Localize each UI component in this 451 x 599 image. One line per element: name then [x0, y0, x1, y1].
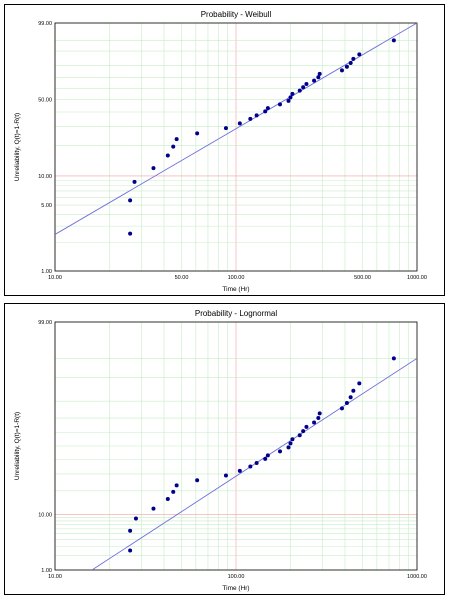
- y-tick-label: 50.00: [38, 98, 52, 104]
- lognormal-chart: Probability - Lognormal 10.00 100.00 1000.0…: [14, 309, 427, 592]
- data-point: [151, 506, 156, 511]
- x-tick-label: 500.00: [354, 275, 371, 281]
- y-axis-label: Unreliability, Q(t)=1-R(t): [14, 412, 21, 480]
- data-point: [312, 78, 317, 83]
- data-point: [301, 429, 306, 434]
- chart-title: Probability - Lognormal: [195, 309, 277, 318]
- data-point: [317, 411, 322, 416]
- data-point: [357, 52, 362, 57]
- x-tick-label: 10.00: [48, 574, 62, 580]
- grid: [54, 22, 417, 272]
- data-point: [286, 98, 291, 103]
- x-tick-label: 50.00: [175, 275, 189, 281]
- data-point: [248, 116, 253, 121]
- data-point: [316, 75, 321, 80]
- data-point: [297, 433, 302, 438]
- data-point: [301, 85, 306, 90]
- data-point: [304, 81, 309, 86]
- data-point: [391, 356, 396, 361]
- data-point: [195, 131, 200, 136]
- data-point: [312, 420, 317, 425]
- data-point: [348, 395, 353, 400]
- fit-line: [55, 23, 417, 235]
- data-point: [174, 137, 179, 142]
- data-point: [171, 489, 176, 494]
- data-point: [348, 60, 353, 65]
- data-point: [351, 388, 356, 393]
- data-point: [277, 102, 282, 107]
- y-tick-label: 10.00: [38, 512, 52, 518]
- y-tick-label: 10.00: [38, 174, 52, 180]
- data-point: [237, 468, 242, 473]
- data-point: [254, 113, 259, 118]
- x-tick-label: 10.00: [48, 275, 62, 281]
- x-tick-label: 100.00: [228, 574, 245, 580]
- y-axis-label: Unreliability, Q(t)=1-R(t): [14, 113, 21, 181]
- data-point: [391, 38, 396, 43]
- x-tick-label: 1000.00: [407, 275, 427, 281]
- y-tick-label: 1.00: [41, 568, 52, 574]
- plot-border: [54, 22, 418, 272]
- y-tick-label: 99.00: [38, 21, 52, 27]
- data-point: [288, 95, 293, 100]
- weibull-chart: Probability - Weibull 10.00 50.00 100.00 500…: [14, 10, 427, 293]
- data-point: [277, 449, 282, 454]
- data-point: [344, 401, 349, 406]
- data-point: [263, 456, 268, 461]
- data-point: [151, 166, 156, 171]
- data-point: [288, 441, 293, 446]
- data-point: [316, 416, 321, 421]
- data-point: [357, 381, 362, 386]
- data-point: [237, 121, 242, 126]
- plot-border: [54, 321, 418, 571]
- x-tick-label: 1000.00: [407, 574, 427, 580]
- chart-title: Probability - Weibull: [201, 10, 272, 19]
- data-point: [248, 464, 253, 469]
- data-point: [286, 445, 291, 450]
- data-point: [317, 71, 322, 76]
- x-axis-label: Time (Hr): [222, 286, 249, 293]
- y-tick-label: 1.00: [41, 269, 52, 275]
- data-point: [128, 231, 133, 236]
- data-point: [128, 528, 133, 533]
- data-point: [165, 497, 170, 502]
- data-points: [128, 38, 396, 236]
- data-point: [339, 406, 344, 411]
- data-point: [351, 56, 356, 61]
- data-point: [195, 478, 200, 483]
- lognormal-chart-panel: Probability - Lognormal 10.00 100.00 1000.0…: [4, 303, 445, 595]
- y-tick-label: 5.00: [41, 203, 52, 209]
- x-tick-label: 100.00: [228, 275, 245, 281]
- data-point: [263, 109, 268, 114]
- data-point: [165, 153, 170, 158]
- data-point: [304, 424, 309, 429]
- data-point: [223, 126, 228, 131]
- data-point: [265, 106, 270, 111]
- weibull-chart-panel: Probability - Weibull 10.00 50.00 100.00 500…: [4, 4, 445, 296]
- data-point: [339, 68, 344, 73]
- data-point: [290, 91, 295, 96]
- data-point: [265, 453, 270, 458]
- data-point: [223, 473, 228, 478]
- data-point: [297, 88, 302, 93]
- data-point: [133, 516, 138, 521]
- data-point: [128, 198, 133, 203]
- data-point: [174, 483, 179, 488]
- data-point: [171, 144, 176, 149]
- data-point: [132, 179, 137, 184]
- x-axis-label: Time (Hr): [222, 585, 249, 592]
- y-tick-label: 99.00: [38, 320, 52, 326]
- data-point: [344, 64, 349, 69]
- grid: [54, 321, 417, 571]
- data-point: [128, 548, 133, 553]
- data-point: [254, 460, 259, 465]
- data-points: [128, 356, 396, 553]
- fit-line: [91, 357, 417, 570]
- data-point: [290, 437, 295, 442]
